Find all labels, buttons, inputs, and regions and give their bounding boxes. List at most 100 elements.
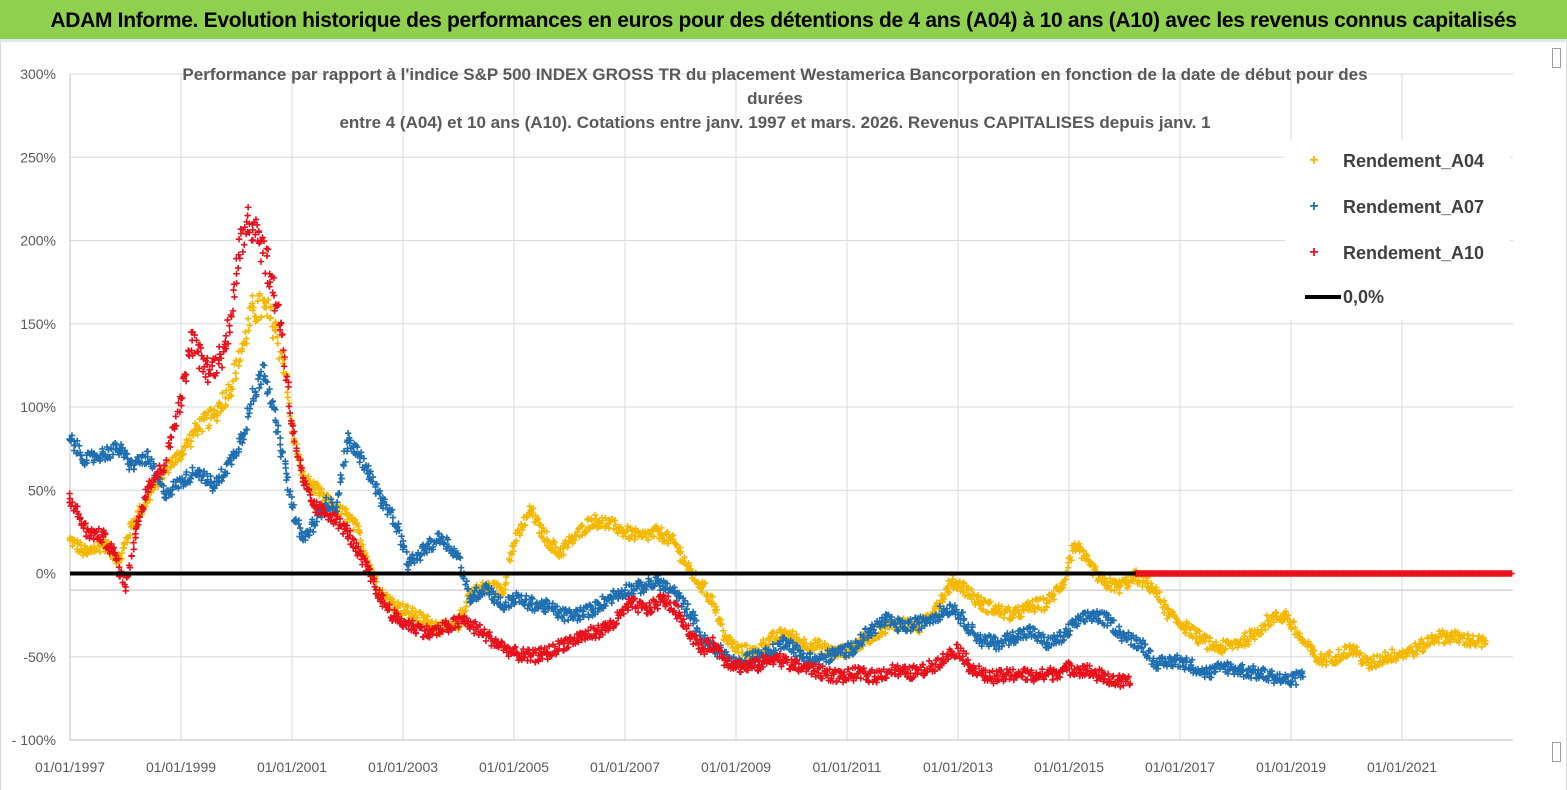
data-point xyxy=(235,264,242,272)
data-point xyxy=(1049,676,1056,684)
data-point xyxy=(689,608,697,616)
data-point xyxy=(207,370,214,378)
data-point xyxy=(1000,639,1007,647)
data-point xyxy=(274,340,282,347)
data-point xyxy=(610,525,617,533)
data-point xyxy=(539,524,547,532)
data-point xyxy=(865,629,873,636)
data-point xyxy=(663,529,670,537)
data-point xyxy=(163,495,170,502)
data-point xyxy=(1101,672,1109,679)
data-point xyxy=(245,327,252,334)
data-point xyxy=(625,535,633,542)
data-point xyxy=(379,504,387,512)
x-tick-label: 01/01/2011 xyxy=(812,759,881,775)
data-point xyxy=(595,622,602,629)
data-point xyxy=(217,354,225,362)
data-point xyxy=(876,633,883,641)
data-point xyxy=(696,636,704,643)
data-point xyxy=(172,413,180,420)
data-point xyxy=(183,468,190,476)
data-point xyxy=(306,526,314,534)
data-point xyxy=(187,443,194,450)
data-point xyxy=(647,609,654,617)
data-point xyxy=(1299,673,1307,680)
data-point xyxy=(527,657,534,664)
chart-marks xyxy=(66,204,1515,690)
data-point xyxy=(513,537,520,545)
data-point xyxy=(868,632,875,639)
x-tick-label: 01/01/2021 xyxy=(1367,759,1437,775)
data-point xyxy=(1062,576,1069,583)
data-point xyxy=(919,661,926,668)
data-point xyxy=(845,666,852,673)
data-point xyxy=(544,656,551,663)
data-point xyxy=(160,482,167,490)
data-point xyxy=(1046,598,1053,605)
data-point xyxy=(713,606,721,614)
data-point xyxy=(1135,642,1142,650)
data-point xyxy=(577,523,585,530)
data-point xyxy=(253,221,261,229)
data-point xyxy=(202,373,209,381)
data-point xyxy=(136,514,143,521)
data-point xyxy=(1240,666,1247,674)
data-point xyxy=(463,615,470,622)
data-point xyxy=(693,617,700,624)
data-point xyxy=(896,620,904,628)
data-point xyxy=(816,637,824,645)
data-point xyxy=(161,494,169,501)
data-point xyxy=(283,470,290,477)
data-point xyxy=(462,607,469,615)
data-point xyxy=(1016,613,1024,621)
data-point xyxy=(684,600,691,608)
data-point xyxy=(135,521,142,529)
data-point xyxy=(257,368,265,375)
data-point xyxy=(1105,611,1112,619)
data-point xyxy=(354,450,361,458)
data-point xyxy=(894,662,901,669)
data-point xyxy=(178,455,185,463)
data-point xyxy=(658,524,665,532)
data-point xyxy=(75,442,83,449)
data-point xyxy=(657,598,664,605)
data-point xyxy=(218,466,225,473)
data-point xyxy=(417,624,425,631)
data-point xyxy=(998,603,1005,610)
data-point xyxy=(371,583,378,590)
data-point xyxy=(427,537,434,544)
data-point xyxy=(1156,588,1163,596)
data-point xyxy=(187,437,195,445)
data-point xyxy=(259,249,267,257)
data-point xyxy=(204,361,211,368)
data-point xyxy=(227,391,234,399)
y-axis-ticks: 300%250%200%150%100%50%0%-50%- 100% xyxy=(12,66,56,748)
data-point xyxy=(275,301,282,308)
data-point xyxy=(650,533,658,540)
data-point xyxy=(232,375,240,382)
data-point xyxy=(166,443,174,451)
x-tick-label: 01/01/2013 xyxy=(923,759,993,775)
data-point xyxy=(560,647,567,654)
data-point xyxy=(207,472,214,480)
data-point xyxy=(704,636,712,643)
data-point xyxy=(226,322,233,329)
data-point xyxy=(272,419,280,426)
data-point xyxy=(611,517,619,524)
data-point xyxy=(500,606,508,614)
data-point xyxy=(1075,620,1082,627)
data-point xyxy=(1113,583,1120,591)
data-point xyxy=(376,586,383,594)
data-point xyxy=(790,649,797,656)
data-point xyxy=(681,554,688,561)
data-point xyxy=(188,347,195,354)
data-point xyxy=(199,368,207,375)
data-point xyxy=(244,413,252,420)
data-point xyxy=(249,226,256,234)
data-point xyxy=(709,593,716,600)
data-point xyxy=(1195,640,1202,647)
data-point xyxy=(1185,620,1192,628)
data-point xyxy=(366,565,373,572)
data-point xyxy=(287,488,294,495)
